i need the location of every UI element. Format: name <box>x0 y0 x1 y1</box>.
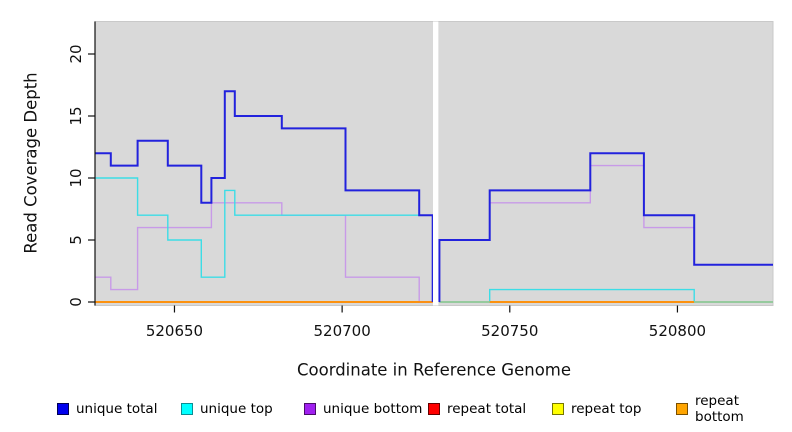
x-tick-label: 520700 <box>313 322 371 340</box>
legend-swatch-unique-top <box>181 403 193 415</box>
y-tick-label: 5 <box>67 235 85 245</box>
legend-item-repeat-total: repeat total <box>428 401 526 417</box>
series-line-unique-bottom <box>95 202 433 303</box>
series-line-unique-total <box>438 152 773 302</box>
series-line-unique-top <box>95 177 434 302</box>
legend-label: unique bottom <box>323 401 423 417</box>
y-tick-label: 15 <box>67 106 85 126</box>
legend-item-repeat-bottom: repeat bottom <box>676 393 792 425</box>
legend-swatch-repeat-bottom <box>676 403 688 415</box>
coverage-gap-band <box>432 21 439 306</box>
x-axis-label: Coordinate in Reference Genome <box>296 360 572 380</box>
y-axis-label: Read Coverage Depth <box>21 72 41 254</box>
legend-label: repeat top <box>571 401 642 417</box>
legend-swatch-repeat-top <box>552 403 564 415</box>
legend-item-repeat-top: repeat top <box>552 401 641 417</box>
legend-label: repeat total <box>447 401 527 417</box>
legend-label: unique top <box>200 401 273 417</box>
legend-item-unique-bottom: unique bottom <box>304 401 422 417</box>
legend-swatch-repeat-total <box>428 403 440 415</box>
x-tick-label: 520750 <box>481 322 539 340</box>
legend-label: repeat bottom <box>695 393 744 425</box>
y-tick-label: 20 <box>67 44 85 64</box>
series-line-unique-total <box>95 90 434 302</box>
y-tick-label: 10 <box>67 168 85 188</box>
x-tick-label: 520800 <box>648 322 707 340</box>
legend-item-unique-total: unique total <box>57 401 157 417</box>
y-tick-label: 0 <box>67 297 85 307</box>
legend-swatch-unique-bottom <box>304 403 316 415</box>
legend-label: unique total <box>76 401 158 417</box>
legend-swatch-unique-total <box>57 403 69 415</box>
legend-item-unique-top: unique top <box>181 401 273 417</box>
x-tick-label: 520650 <box>145 322 204 340</box>
